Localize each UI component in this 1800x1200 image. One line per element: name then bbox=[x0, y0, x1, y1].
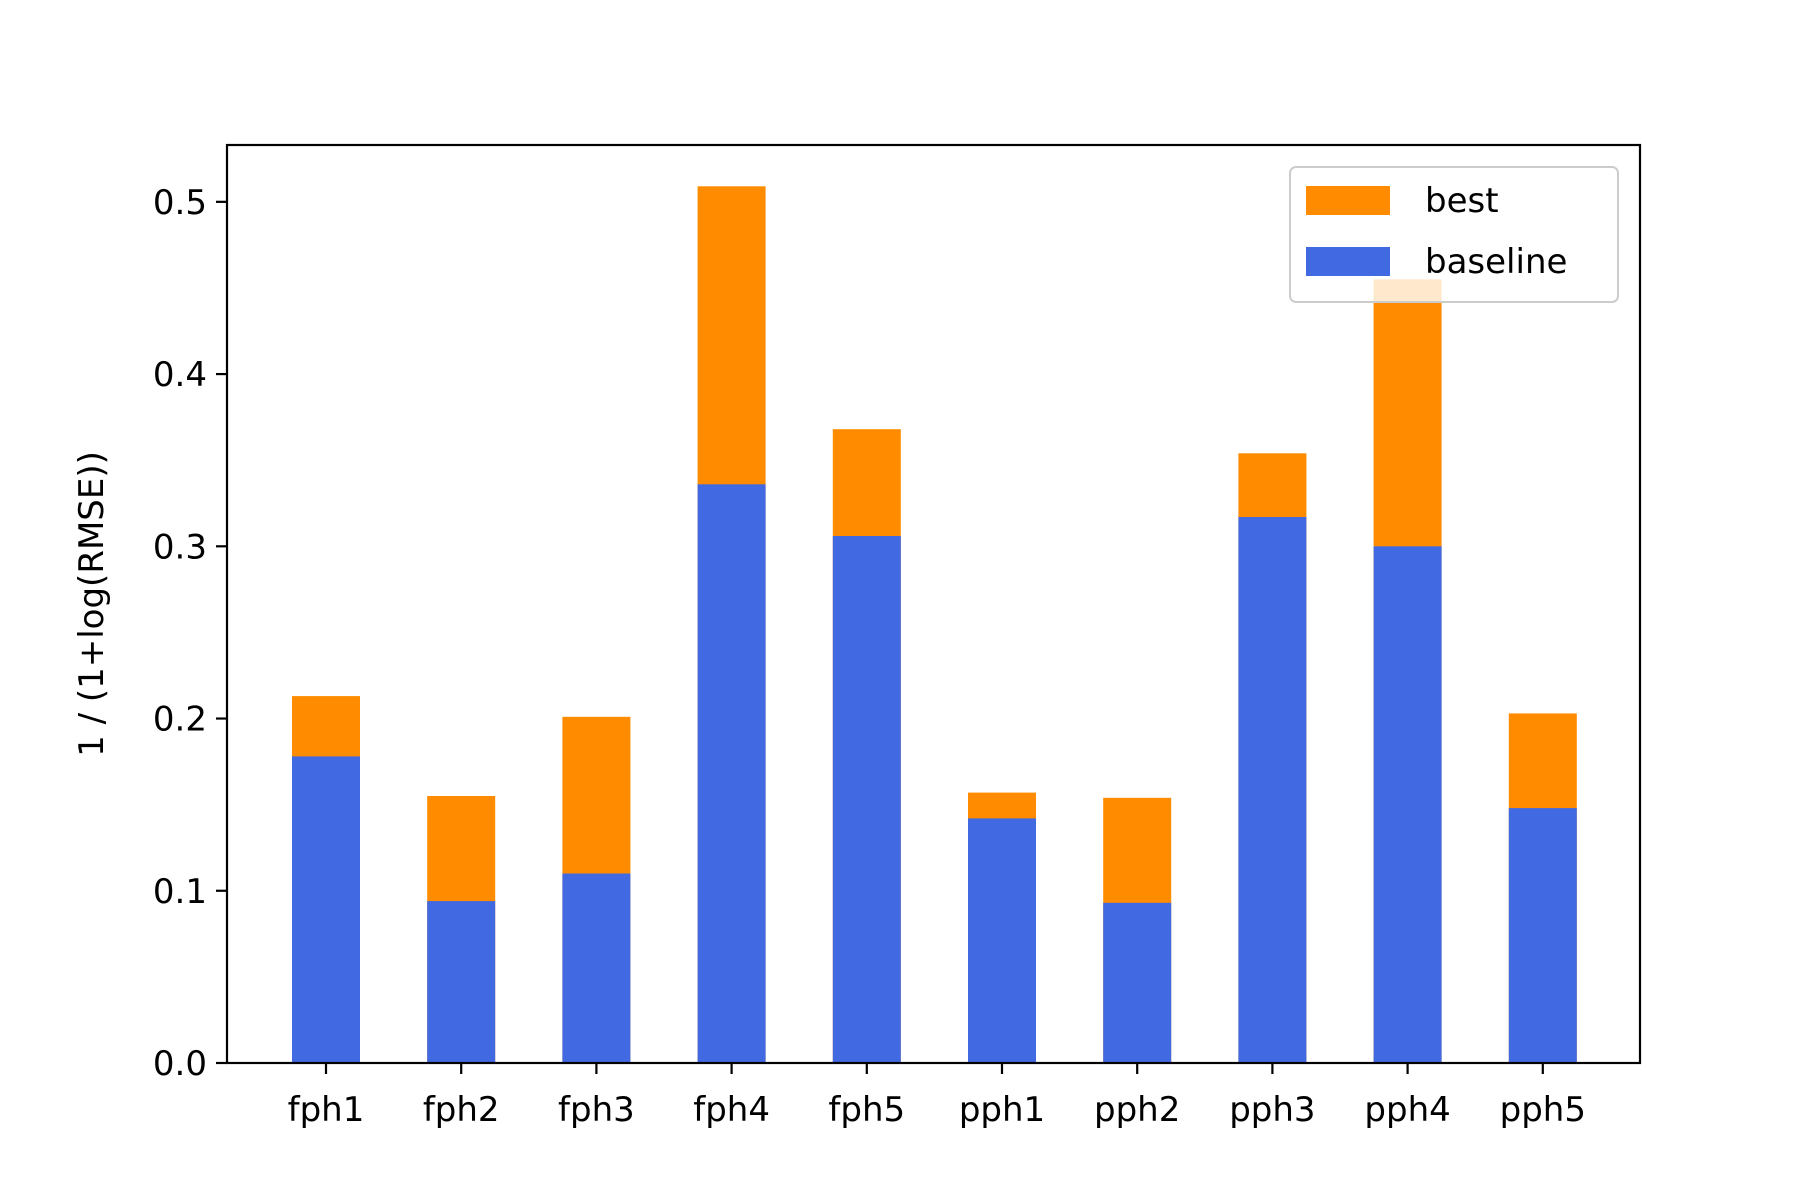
legend-label-best: best bbox=[1425, 181, 1499, 221]
legend: best baseline bbox=[1289, 166, 1619, 303]
bar-baseline-pph4 bbox=[1373, 546, 1442, 1063]
bar-baseline-fph4 bbox=[697, 484, 766, 1063]
x-tick-label: pph5 bbox=[1500, 1090, 1586, 1130]
x-tick-label: pph2 bbox=[1094, 1090, 1180, 1130]
x-tick-label: fph1 bbox=[288, 1090, 365, 1130]
bar-baseline-fph3 bbox=[562, 873, 631, 1063]
x-tick-label: pph1 bbox=[959, 1090, 1045, 1130]
bar-baseline-pph2 bbox=[1103, 902, 1172, 1063]
bar-baseline-pph1 bbox=[968, 818, 1036, 1063]
bars-group bbox=[292, 186, 1577, 1064]
x-tick-label: fph4 bbox=[693, 1090, 770, 1130]
y-tick-label: 0.3 bbox=[153, 527, 207, 567]
y-tick-label: 0.0 bbox=[153, 1044, 207, 1084]
bar-baseline-fph1 bbox=[292, 756, 360, 1063]
legend-label-baseline: baseline bbox=[1425, 242, 1567, 282]
bar-baseline-pph3 bbox=[1238, 517, 1307, 1063]
y-tick-label: 0.2 bbox=[153, 700, 207, 740]
x-tick-label: pph3 bbox=[1229, 1090, 1315, 1130]
plot-frame bbox=[225, 143, 1642, 1065]
x-tick-label: fph5 bbox=[828, 1090, 905, 1130]
legend-swatch-best bbox=[1306, 186, 1390, 215]
x-tick-label: pph4 bbox=[1364, 1090, 1450, 1130]
legend-swatch-baseline bbox=[1306, 247, 1390, 276]
bar-baseline-fph2 bbox=[427, 901, 496, 1063]
y-tick-label: 0.4 bbox=[153, 355, 207, 395]
y-axis-label: 1 / (1+log(RMSE)) bbox=[72, 451, 112, 757]
x-axis: fph1 fph2 fph3 fph4 fph5 pph1 pph2 pph3 pph4 pph5 bbox=[288, 1063, 1586, 1130]
bar-baseline-fph5 bbox=[832, 536, 901, 1063]
y-tick-label: 0.5 bbox=[153, 183, 207, 223]
x-tick-label: fph2 bbox=[423, 1090, 500, 1130]
x-tick-label: fph3 bbox=[558, 1090, 635, 1130]
bar-baseline-pph5 bbox=[1508, 808, 1577, 1063]
y-axis: 0.0 0.1 0.2 0.3 0.4 0.5 bbox=[153, 183, 227, 1084]
y-tick-label: 0.1 bbox=[153, 872, 207, 912]
